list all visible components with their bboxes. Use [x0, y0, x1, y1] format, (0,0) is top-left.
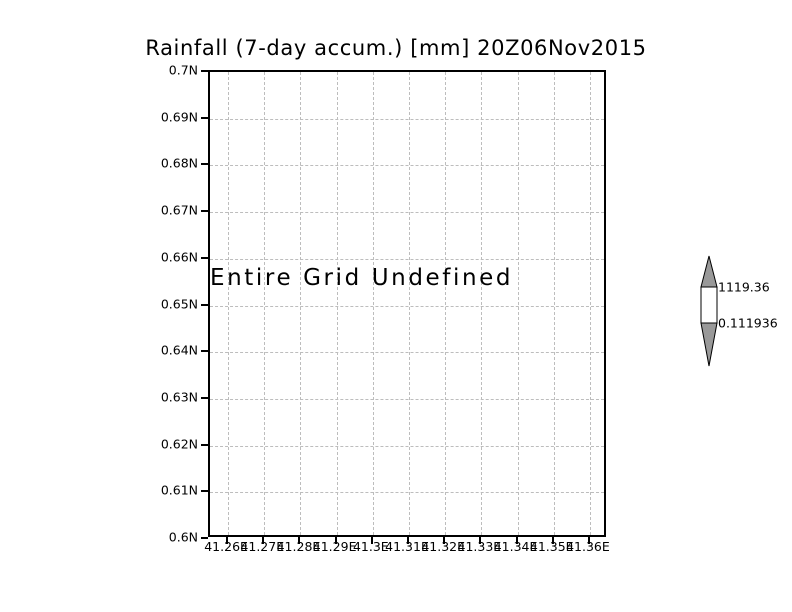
x-axis-tick-label: 41.34E — [493, 539, 538, 554]
y-axis-tick-label: 0.64N — [160, 342, 198, 358]
x-axis-tick-label: 41.31E — [385, 539, 429, 554]
y-axis-tick-mark — [201, 116, 208, 119]
colorbar-icon — [700, 255, 718, 367]
x-axis-tick-mark — [334, 537, 337, 544]
y-axis-tick-label: 0.61N — [160, 482, 198, 498]
y-axis-tick-label: 0.62N — [160, 436, 198, 452]
x-axis-tick-mark — [443, 537, 446, 544]
y-axis-tick-mark — [201, 537, 208, 539]
x-axis-tick-mark — [479, 537, 482, 544]
y-axis-tick-labels: 0.7N 0.69N 0.68N 0.67N 0.66N 0.65N 0.64N 0.63N 0… — [120, 63, 198, 545]
x-axis-tick-mark — [407, 537, 409, 544]
y-axis-tick-mark — [201, 70, 208, 72]
y-axis-tick-label: 0.67N — [160, 202, 198, 218]
x-axis-tick-labels: 41.26E 41.27E 41.28E 41.29E 41.3E 41.31E 41.32… — [0, 539, 792, 559]
y-axis-tick-label: 0.65N — [160, 296, 198, 311]
x-axis-tick-mark — [551, 537, 554, 544]
x-axis-tick-label: 41.27E — [240, 539, 285, 554]
y-axis-tick-mark — [201, 163, 208, 166]
colorbar-max-label: 1119.36 — [718, 279, 770, 295]
y-axis-tick-mark — [201, 396, 208, 399]
y-axis-tick-label: 0.6N — [168, 529, 198, 545]
y-axis-tick-mark — [201, 210, 208, 213]
x-axis-tick-label: 41.35E — [529, 539, 574, 554]
y-axis-tick-label: 0.63N — [160, 389, 198, 405]
entire-grid-undefined-message: Entire Grid Undefined — [210, 265, 514, 291]
x-axis-tick-label: 41.26E — [204, 539, 248, 554]
x-axis-tick-mark — [370, 537, 373, 544]
colorbar-legend: 1119.36 0.111936 — [694, 255, 790, 367]
colorbar-middle-box — [700, 286, 718, 324]
x-axis-tick-mark — [587, 537, 590, 544]
y-axis-tick-label: 0.69N — [160, 109, 198, 125]
colorbar-min-label: 0.111936 — [718, 315, 778, 331]
y-axis-tick-label: 0.68N — [160, 155, 198, 171]
y-axis-tick-label: 0.66N — [160, 249, 198, 265]
x-axis-tick-label: 41.28E — [276, 539, 321, 554]
colorbar-upper-triangle — [700, 255, 718, 288]
y-axis-tick-mark — [201, 256, 208, 259]
x-axis-tick-mark — [262, 537, 265, 544]
x-axis-tick-label: 41.29E — [312, 539, 357, 554]
x-axis-tick-label: 41.3E — [352, 539, 389, 554]
x-axis-tick-label: 41.36E — [566, 539, 610, 554]
y-axis-tick-mark — [201, 490, 208, 493]
y-axis-tick-mark — [201, 303, 208, 306]
x-axis-tick-label: 41.33E — [457, 539, 502, 554]
y-axis-tick-label: 0.7N — [168, 62, 198, 78]
x-axis-tick-label: 41.32E — [421, 539, 466, 554]
colorbar-lower-triangle — [700, 322, 718, 367]
page-title: Rainfall (7-day accum.) [mm] 20Z06Nov201… — [145, 36, 647, 60]
x-axis-tick-mark — [298, 537, 301, 544]
y-axis-tick-mark — [201, 350, 208, 353]
x-axis-tick-mark — [226, 537, 229, 544]
y-axis-tick-mark — [201, 443, 208, 446]
x-axis-tick-mark — [515, 537, 518, 544]
